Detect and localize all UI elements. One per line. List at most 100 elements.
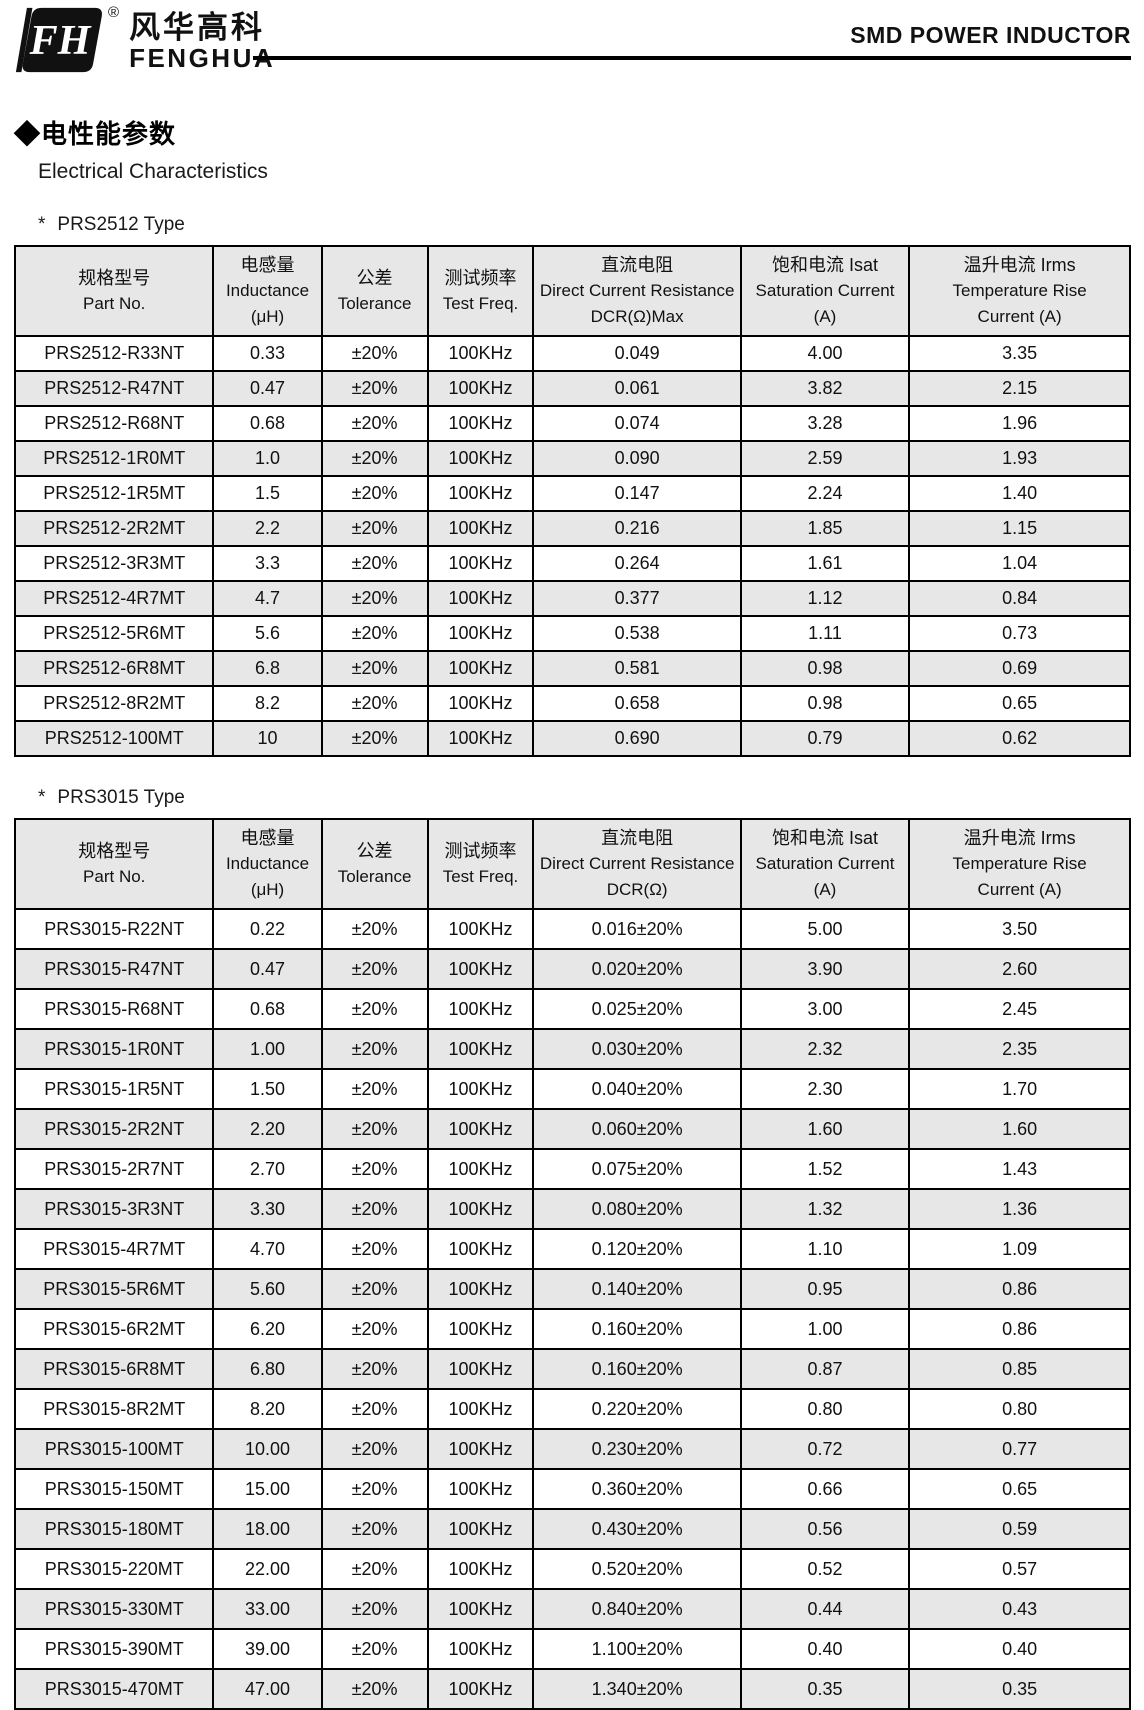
value-cell: ±20% bbox=[320, 405, 429, 442]
value-cell: 100KHz bbox=[426, 1068, 535, 1110]
value-cell: ±20% bbox=[320, 440, 429, 477]
column-header: 规格型号 Part No. bbox=[13, 245, 215, 337]
value-cell: 1.43 bbox=[908, 1148, 1131, 1190]
value-cell: 0.160±20% bbox=[532, 1348, 742, 1390]
value-cell: 5.6 bbox=[212, 615, 323, 652]
column-header: 测试频率 Test Freq. bbox=[426, 245, 535, 337]
value-cell: 100KHz bbox=[426, 1148, 535, 1190]
part-no-cell: PRS3015-220MT bbox=[13, 1548, 215, 1590]
value-cell: 100KHz bbox=[426, 1508, 535, 1550]
value-cell: 0.98 bbox=[739, 685, 911, 722]
table-row: PRS2512-2R2MT 2.2 ±20% 100KHz 0.216 1.85 1.15 bbox=[13, 510, 1131, 547]
asterisk-marker: * bbox=[38, 214, 46, 235]
value-cell: 4.00 bbox=[739, 335, 911, 372]
value-cell: 0.68 bbox=[212, 405, 323, 442]
table-body: PRS2512-R33NT 0.33 ±20% 100KHz 0.049 4.00 3.35… bbox=[13, 335, 1131, 757]
value-cell: 2.30 bbox=[739, 1068, 911, 1110]
value-cell: ±20% bbox=[320, 1468, 429, 1510]
value-cell: 3.28 bbox=[739, 405, 911, 442]
part-no-cell: PRS3015-4R7MT bbox=[13, 1228, 215, 1270]
value-cell: 1.11 bbox=[739, 615, 911, 652]
table-row: PRS3015-8R2MT 8.20 ±20% 100KHz 0.220±20% 0.80… bbox=[13, 1388, 1131, 1430]
value-cell: 1.00 bbox=[212, 1028, 323, 1070]
value-cell: 39.00 bbox=[212, 1628, 323, 1670]
table-row: PRS2512-R68NT 0.68 ±20% 100KHz 0.074 3.28 1.96 bbox=[13, 405, 1131, 442]
value-cell: 0.140±20% bbox=[532, 1268, 742, 1310]
column-header: 饱和电流 Isat Saturation Current (A) bbox=[739, 818, 911, 910]
column-header: 饱和电流 Isat Saturation Current (A) bbox=[739, 245, 911, 337]
table-row: PRS3015-220MT 22.00 ±20% 100KHz 0.520±20% 0.5… bbox=[13, 1548, 1131, 1590]
value-cell: 1.5 bbox=[212, 475, 323, 512]
value-cell: 0.216 bbox=[532, 510, 742, 547]
masthead: FH ® 风华高科 FENGHUA SMD POWER INDUCTOR bbox=[0, 0, 1144, 100]
value-cell: ±20% bbox=[320, 1308, 429, 1350]
value-cell: 1.50 bbox=[212, 1068, 323, 1110]
value-cell: 1.00 bbox=[739, 1308, 911, 1350]
value-cell: ±20% bbox=[320, 1388, 429, 1430]
value-cell: 2.32 bbox=[739, 1028, 911, 1070]
value-cell: ±20% bbox=[320, 650, 429, 687]
value-cell: ±20% bbox=[320, 720, 429, 757]
value-cell: 2.2 bbox=[212, 510, 323, 547]
value-cell: 8.20 bbox=[212, 1388, 323, 1430]
value-cell: 1.60 bbox=[908, 1108, 1131, 1150]
part-no-cell: PRS3015-100MT bbox=[13, 1428, 215, 1470]
value-cell: 100KHz bbox=[426, 1108, 535, 1150]
table-row: PRS2512-100MT 10 ±20% 100KHz 0.690 0.79 0.62 bbox=[13, 720, 1131, 757]
value-cell: 22.00 bbox=[212, 1548, 323, 1590]
value-cell: ±20% bbox=[320, 1268, 429, 1310]
value-cell: 100KHz bbox=[426, 1468, 535, 1510]
part-no-cell: PRS3015-3R3NT bbox=[13, 1188, 215, 1230]
value-cell: 1.10 bbox=[739, 1228, 911, 1270]
value-cell: 3.00 bbox=[739, 988, 911, 1030]
part-no-cell: PRS3015-6R8MT bbox=[13, 1348, 215, 1390]
value-cell: 1.0 bbox=[212, 440, 323, 477]
prs2512-spec-table: 规格型号 Part No. 电感量 Inductance (μH) 公差 Tolerance… bbox=[13, 245, 1131, 757]
part-no-cell: PRS2512-1R5MT bbox=[13, 475, 215, 512]
value-cell: 1.100±20% bbox=[532, 1628, 742, 1670]
value-cell: 100KHz bbox=[426, 650, 535, 687]
table-row: PRS3015-100MT 10.00 ±20% 100KHz 0.230±20% 0.7… bbox=[13, 1428, 1131, 1470]
header-row: 规格型号 Part No. 电感量 Inductance (μH) 公差 Tolerance… bbox=[13, 818, 1131, 910]
value-cell: 0.59 bbox=[908, 1508, 1131, 1550]
part-no-cell: PRS3015-R68NT bbox=[13, 988, 215, 1030]
column-header: 规格型号 Part No. bbox=[13, 818, 215, 910]
value-cell: 100KHz bbox=[426, 908, 535, 950]
value-cell: 1.93 bbox=[908, 440, 1131, 477]
value-cell: ±20% bbox=[320, 685, 429, 722]
value-cell: 100KHz bbox=[426, 1588, 535, 1630]
table-caption-prs2512: * PRS2512 Type bbox=[38, 214, 185, 235]
value-cell: 0.538 bbox=[532, 615, 742, 652]
part-no-cell: PRS3015-R22NT bbox=[13, 908, 215, 950]
value-cell: 100KHz bbox=[426, 440, 535, 477]
value-cell: 0.47 bbox=[212, 370, 323, 407]
registered-trademark-icon: ® bbox=[108, 4, 120, 21]
table-row: PRS2512-4R7MT 4.7 ±20% 100KHz 0.377 1.12 0.84 bbox=[13, 580, 1131, 617]
value-cell: 0.840±20% bbox=[532, 1588, 742, 1630]
value-cell: 0.47 bbox=[212, 948, 323, 990]
table-row: PRS2512-R33NT 0.33 ±20% 100KHz 0.049 4.00 3.35 bbox=[13, 335, 1131, 372]
value-cell: 100KHz bbox=[426, 1028, 535, 1070]
table-row: PRS3015-R47NT 0.47 ±20% 100KHz 0.020±20% 3.90… bbox=[13, 948, 1131, 990]
brand-name-cn: 风华高科 bbox=[129, 10, 266, 45]
value-cell: 2.24 bbox=[739, 475, 911, 512]
value-cell: 0.030±20% bbox=[532, 1028, 742, 1070]
part-no-cell: PRS2512-R47NT bbox=[13, 370, 215, 407]
value-cell: ±20% bbox=[320, 1148, 429, 1190]
value-cell: ±20% bbox=[320, 1428, 429, 1470]
value-cell: 0.080±20% bbox=[532, 1188, 742, 1230]
table-row: PRS3015-150MT 15.00 ±20% 100KHz 0.360±20% 0.6… bbox=[13, 1468, 1131, 1510]
value-cell: 0.040±20% bbox=[532, 1068, 742, 1110]
value-cell: 0.35 bbox=[908, 1668, 1131, 1710]
value-cell: ±20% bbox=[320, 1628, 429, 1670]
table-caption-prs3015: * PRS3015 Type bbox=[38, 787, 185, 808]
value-cell: ±20% bbox=[320, 370, 429, 407]
value-cell: 47.00 bbox=[212, 1668, 323, 1710]
value-cell: 0.57 bbox=[908, 1548, 1131, 1590]
table-row: PRS3015-6R8MT 6.80 ±20% 100KHz 0.160±20% 0.87… bbox=[13, 1348, 1131, 1390]
brand-name-en: FENGHUA bbox=[129, 42, 276, 73]
value-cell: 100KHz bbox=[426, 988, 535, 1030]
value-cell: 0.264 bbox=[532, 545, 742, 582]
value-cell: 100KHz bbox=[426, 1428, 535, 1470]
value-cell: 10 bbox=[212, 720, 323, 757]
